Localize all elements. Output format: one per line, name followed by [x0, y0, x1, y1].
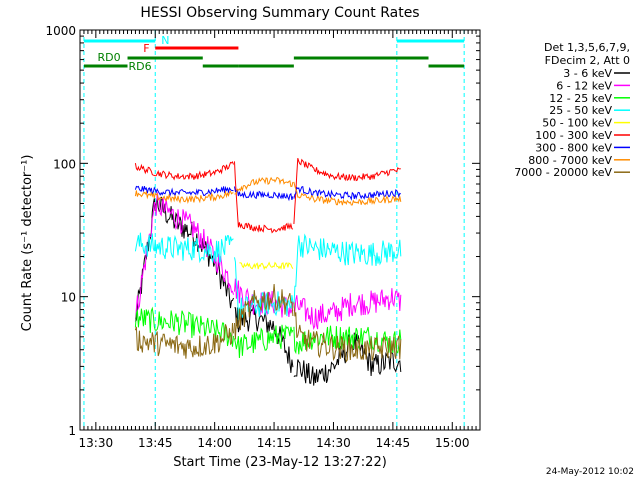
x-tick-label: 14:30 [316, 436, 351, 450]
flare-label: F [143, 42, 149, 55]
x-tick-label: 13:45 [138, 436, 173, 450]
y-tick-label: 1 [68, 424, 76, 438]
plot-area [79, 29, 481, 431]
legend-entry: 12 - 25 keV [549, 92, 612, 105]
night-label: N [161, 34, 169, 47]
legend-entry: 25 - 50 keV [549, 104, 612, 117]
legend-entry: 3 - 6 keV [563, 67, 612, 80]
y-tick-label: 1000 [45, 24, 76, 38]
series-line [134, 158, 401, 234]
x-axis-label: Start Time (23-May-12 13:27:22) [173, 455, 387, 470]
series-line [134, 283, 402, 363]
legend-entry: 50 - 100 keV [542, 117, 612, 130]
legend-entry: 800 - 7000 keV [528, 154, 612, 167]
y-axis-label: Count Rate (s⁻¹ detector⁻¹) [20, 155, 35, 332]
x-tick-label: 14:00 [197, 436, 232, 450]
legend-header: FDecim 2, Att 0 [545, 54, 630, 67]
legend-header: Det 1,3,5,6,7,9, [544, 41, 630, 54]
y-tick-label: 10 [61, 291, 76, 305]
x-tick-label: 14:45 [376, 436, 411, 450]
chart-title: HESSI Observing Summary Count Rates [140, 5, 419, 21]
series-line [134, 176, 402, 206]
legend-entry: 7000 - 20000 keV [514, 166, 612, 179]
x-tick-label: 15:00 [435, 436, 470, 450]
saa-label: RD6 [129, 60, 152, 73]
legend-entry: 300 - 800 keV [535, 141, 612, 154]
y-tick-label: 100 [53, 157, 76, 171]
saa-label: RD0 [98, 51, 121, 64]
series-line [239, 261, 294, 271]
legend-entry: 6 - 12 keV [556, 79, 612, 92]
legend-entry: 100 - 300 keV [535, 129, 612, 142]
footer-timestamp: 24-May-2012 10:02 [546, 467, 634, 477]
x-tick-label: 13:30 [79, 436, 114, 450]
x-tick-label: 14:15 [257, 436, 292, 450]
